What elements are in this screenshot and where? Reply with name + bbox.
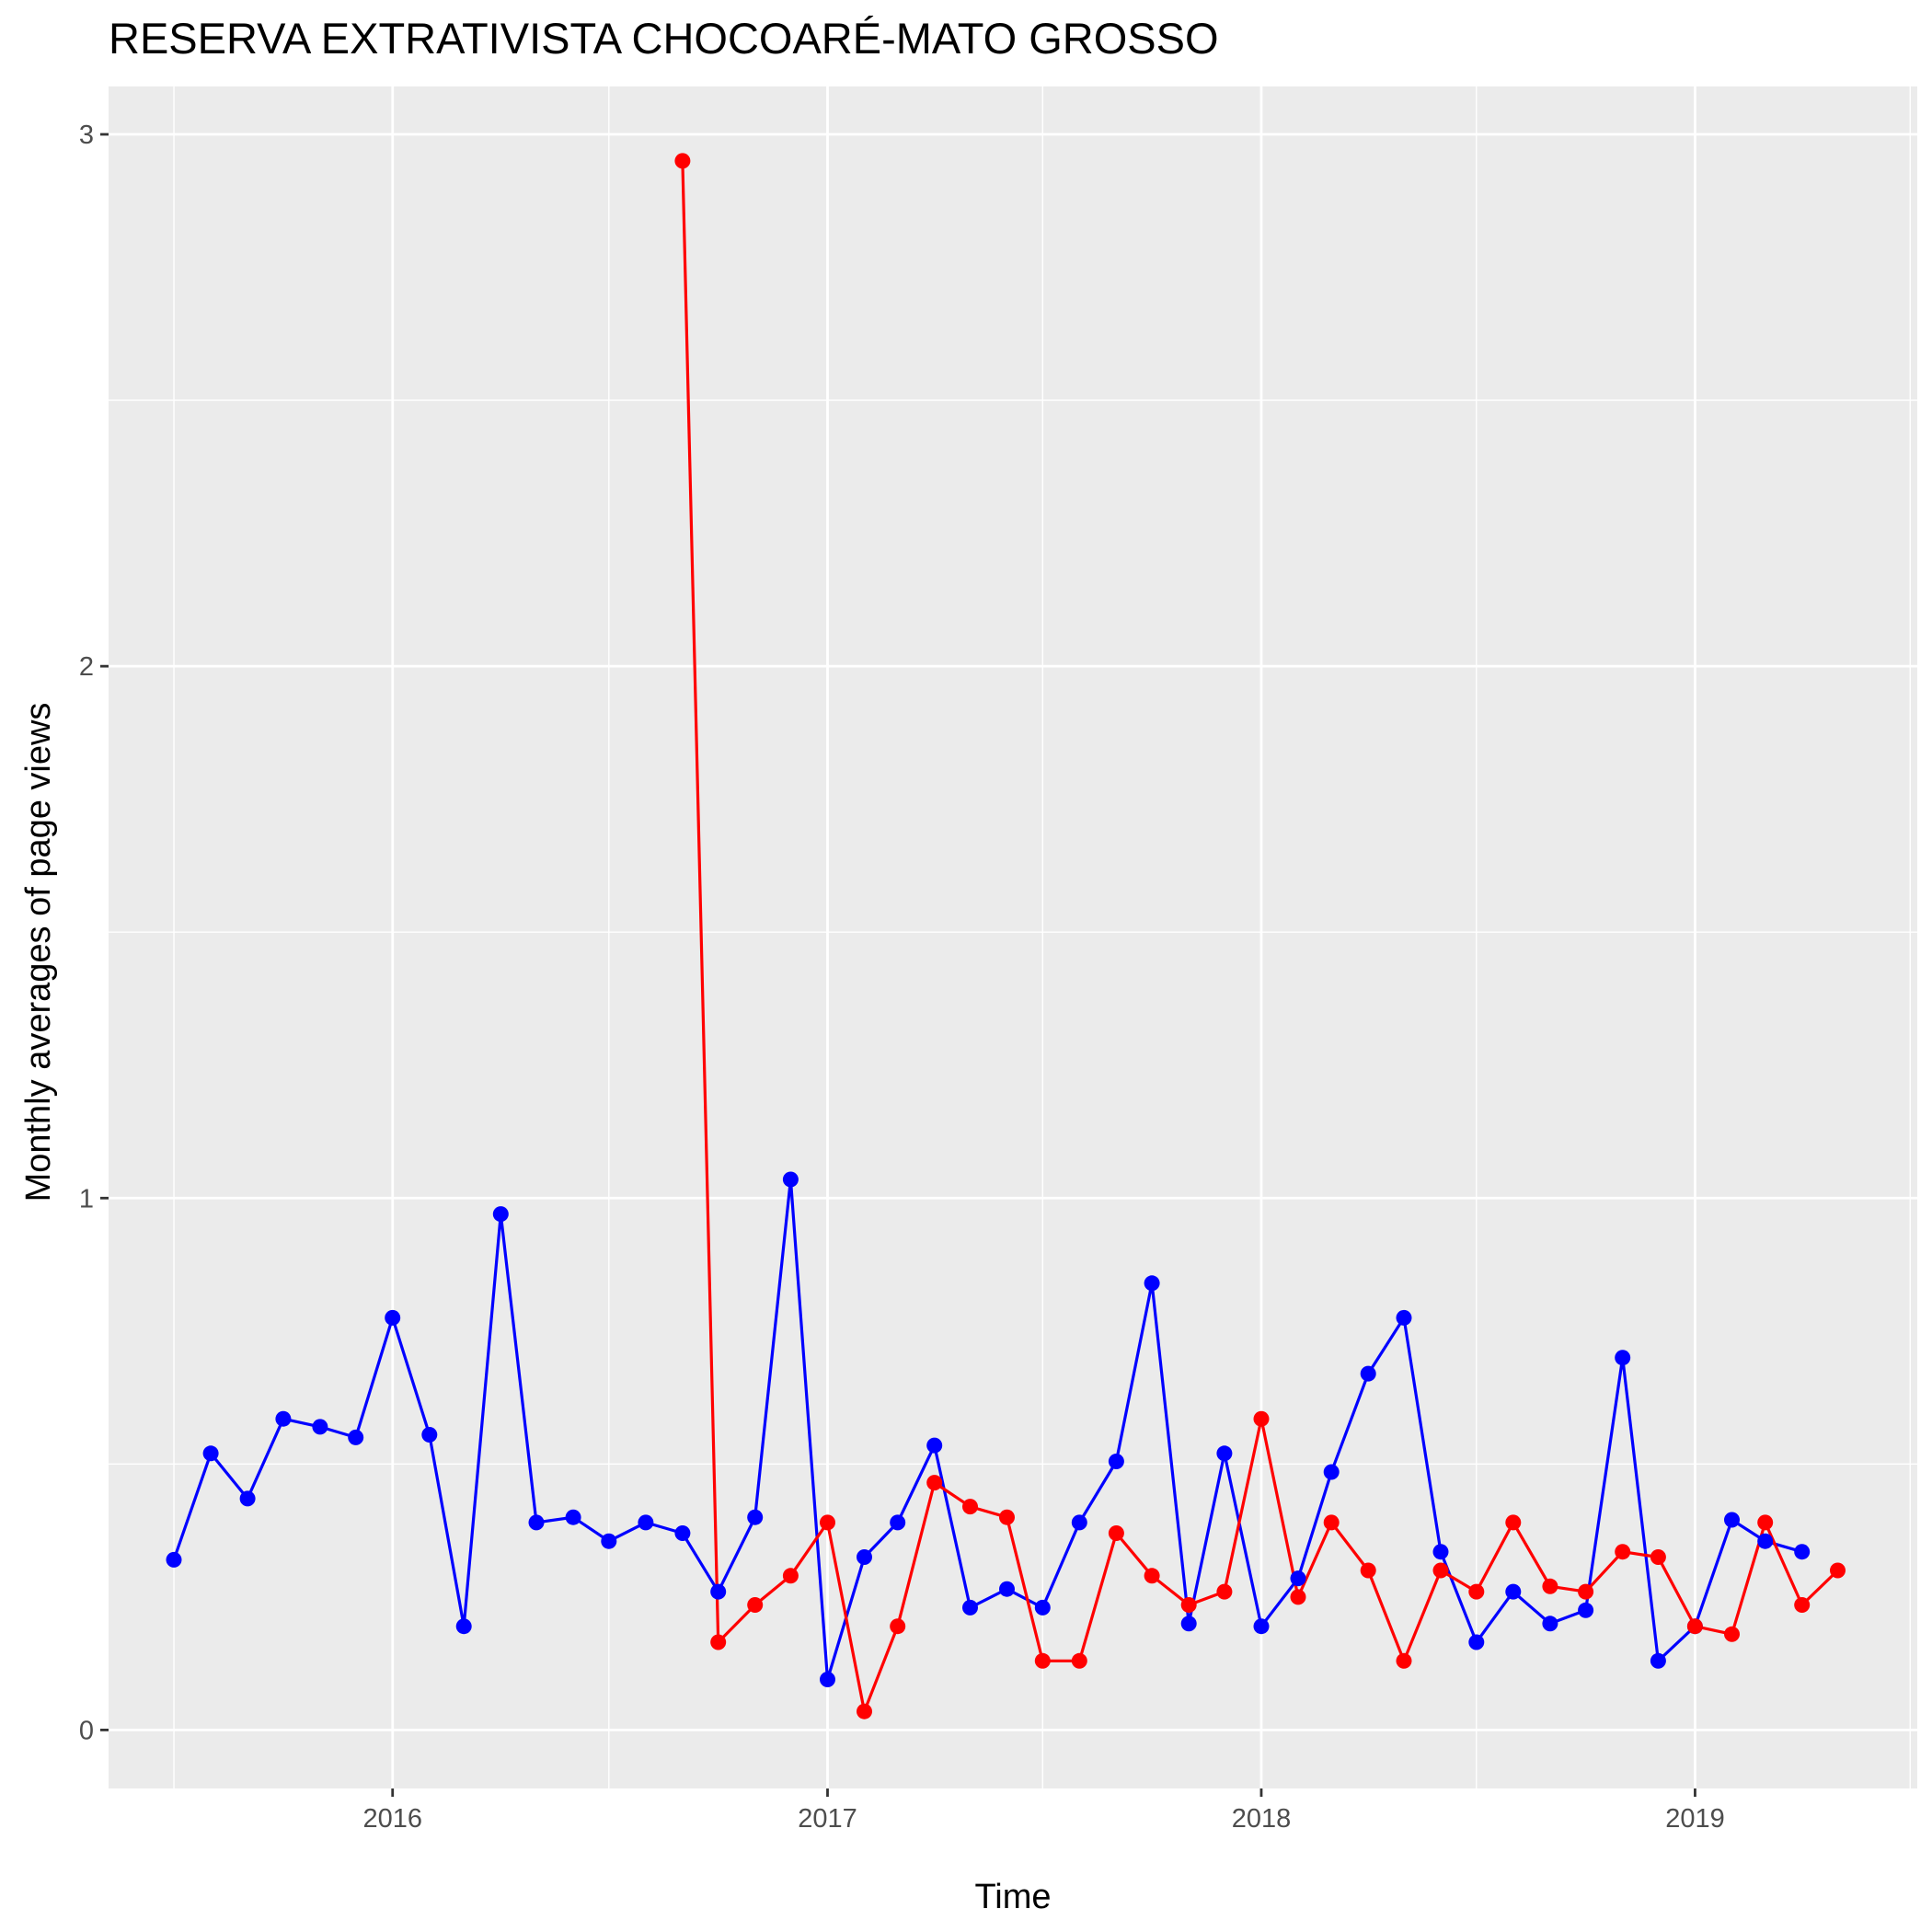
series-2-point <box>820 1514 835 1531</box>
series-1-point <box>455 1618 472 1635</box>
series-1-point <box>1724 1512 1740 1528</box>
series-1-point <box>1290 1570 1306 1587</box>
series-2-point <box>999 1509 1015 1525</box>
series-1-point <box>348 1429 364 1445</box>
series-1-point <box>1650 1652 1666 1669</box>
series-1-point <box>962 1599 978 1616</box>
series-2-point <box>926 1475 943 1491</box>
series-layer <box>166 153 1846 1719</box>
y-tick-label: 2 <box>79 652 94 682</box>
series-1-point <box>528 1514 545 1531</box>
series-1-point <box>601 1533 617 1549</box>
series-1-point <box>1216 1445 1233 1462</box>
series-2-point <box>857 1703 872 1719</box>
y-tick-label: 0 <box>79 1716 94 1745</box>
series-1-point <box>166 1551 182 1568</box>
series-1-point <box>312 1419 328 1435</box>
series-2-point <box>1290 1589 1306 1605</box>
series-2-point <box>1216 1583 1233 1600</box>
series-2-point <box>890 1618 906 1635</box>
series-1-point <box>890 1514 906 1531</box>
series-2-point <box>1360 1562 1376 1579</box>
series-2-point <box>1724 1626 1740 1642</box>
series-1-point <box>1542 1616 1558 1632</box>
x-tick-labels: 2016 2017 2018 2019 <box>362 1804 1724 1834</box>
series-1-point <box>710 1583 727 1600</box>
x-tick-label: 2016 <box>362 1804 422 1834</box>
series-1-point <box>747 1509 764 1525</box>
series-1-point <box>1396 1309 1412 1326</box>
series-2-point <box>1323 1514 1340 1531</box>
series-1-line <box>172 1178 1803 1682</box>
chart-title: RESERVA EXTRATIVISTA CHOCOARÉ-MATO GROSS… <box>109 14 1219 63</box>
series-1-point <box>1468 1634 1485 1650</box>
x-tick-label: 2018 <box>1232 1804 1292 1834</box>
series-2-point <box>1650 1549 1666 1565</box>
series-1-point <box>1578 1602 1594 1618</box>
series-1-point <box>421 1427 438 1443</box>
series-2-point <box>1757 1514 1774 1531</box>
series-2-point <box>1071 1652 1087 1669</box>
series-1-point <box>1180 1616 1197 1632</box>
series-1-point <box>1757 1533 1774 1549</box>
series-1-point <box>820 1672 835 1687</box>
y-tick-label: 3 <box>79 121 94 150</box>
series-1-point <box>1144 1275 1160 1292</box>
series-1-point <box>1432 1544 1449 1560</box>
series-2-point <box>1830 1562 1846 1579</box>
x-tick-label: 2019 <box>1665 1804 1725 1834</box>
series-1-point <box>1071 1514 1087 1531</box>
series-2-point <box>1180 1597 1197 1613</box>
series-1-point <box>926 1437 943 1454</box>
series-1-point <box>1034 1599 1051 1616</box>
x-axis-title: Time <box>974 1878 1051 1916</box>
series-2-point <box>1432 1562 1449 1579</box>
series-2-point <box>1794 1597 1811 1613</box>
series-1-point <box>275 1410 292 1427</box>
series-1-point <box>1794 1544 1811 1560</box>
series-1-point <box>999 1581 1015 1597</box>
series-2-point <box>1542 1578 1558 1594</box>
series-1-point <box>1360 1365 1376 1382</box>
series-2-point <box>1396 1652 1412 1669</box>
series-1-point <box>492 1206 509 1223</box>
series-1-point <box>239 1490 256 1507</box>
series-2-point <box>1505 1514 1522 1531</box>
series-2-point <box>1578 1583 1594 1600</box>
y-tick-labels: 0 1 2 3 <box>79 121 94 1745</box>
series-2-point <box>1468 1583 1485 1600</box>
series-2-point <box>962 1499 978 1515</box>
minor-gridlines <box>109 86 1917 1788</box>
series-2-point <box>782 1568 799 1584</box>
series-1-point <box>1108 1454 1124 1469</box>
series-1-point <box>202 1445 219 1462</box>
series-1-point <box>782 1171 799 1188</box>
major-gridlines <box>109 86 1917 1788</box>
series-1-point <box>385 1309 401 1326</box>
y-tick-label: 1 <box>79 1184 94 1213</box>
series-2-point <box>747 1597 764 1613</box>
plot-panel <box>109 86 1917 1788</box>
series-1-point <box>1615 1350 1631 1366</box>
series-2-point <box>674 153 691 169</box>
series-2-point <box>1108 1525 1124 1541</box>
series-1-point <box>1253 1618 1270 1635</box>
series-2-point <box>1253 1410 1270 1427</box>
series-1-point <box>857 1549 872 1565</box>
series-2-point <box>1034 1652 1051 1669</box>
series-2-point <box>1686 1618 1703 1635</box>
series-1-point <box>1323 1464 1340 1480</box>
series-2-point <box>1144 1568 1160 1584</box>
x-tick-label: 2017 <box>798 1804 857 1834</box>
series-1-point <box>638 1514 654 1531</box>
series-1-point <box>565 1509 581 1525</box>
series-1-point <box>1505 1583 1522 1600</box>
series-2-point <box>1615 1544 1631 1560</box>
series-2-point <box>710 1634 727 1650</box>
axis-ticks <box>100 132 1696 1797</box>
y-axis-title: Monthly averages of page views <box>19 703 58 1202</box>
series-1-point <box>674 1525 691 1541</box>
